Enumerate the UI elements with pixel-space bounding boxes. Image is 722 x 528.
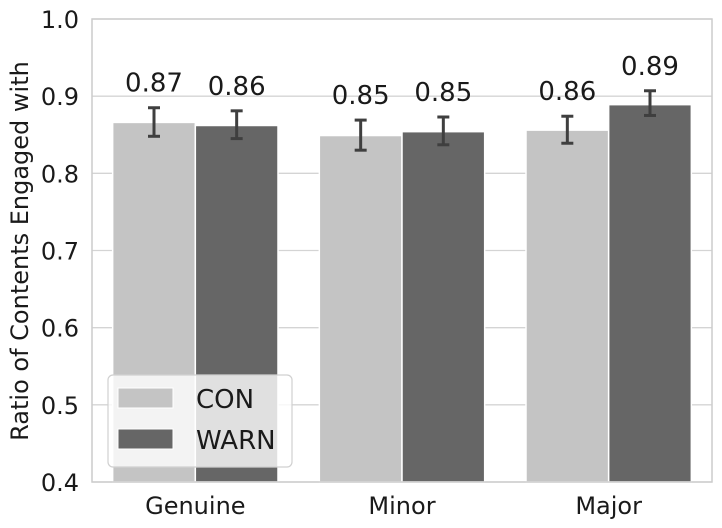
legend-label-con: CON (196, 385, 254, 415)
value-label-con-genuine: 0.87 (125, 69, 183, 99)
value-labels: 0.87 0.86 0.85 0.85 0.86 0.89 (125, 52, 679, 111)
bar-con-minor (318, 134, 403, 483)
bar-warn-minor (401, 130, 486, 483)
x-tick-label-genuine: Genuine (145, 492, 245, 520)
bar-warn-major (607, 103, 693, 483)
value-label-con-minor: 0.85 (332, 81, 390, 111)
value-label-con-major: 0.86 (538, 77, 596, 107)
plot-frame (91, 18, 713, 483)
error-bar-con-minor (354, 118, 367, 152)
error-bars (148, 89, 656, 152)
value-label-warn-major: 0.89 (621, 52, 679, 82)
y-tick-label: 0.6 (41, 315, 79, 343)
error-bar-warn-major (644, 89, 656, 117)
x-axis-ticks: Genuine Minor Major (145, 492, 642, 520)
y-tick-label: 0.9 (41, 83, 79, 111)
bars (111, 103, 693, 483)
error-bar-warn-genuine (230, 109, 243, 141)
legend-swatch-warn (117, 428, 174, 450)
y-tick-label: 0.5 (41, 392, 79, 420)
value-label-warn-minor: 0.85 (414, 78, 472, 108)
legend-label-warn: WARN (196, 426, 276, 456)
legend-swatch-con (117, 387, 174, 409)
bar-con-major (525, 129, 610, 483)
x-tick-label-minor: Minor (368, 492, 435, 520)
y-tick-label: 0.8 (41, 160, 79, 188)
error-bar-con-genuine (148, 106, 160, 138)
y-axis-ticks: 0.4 0.5 0.6 0.7 0.8 0.9 1.0 (41, 6, 79, 497)
y-tick-label: 0.4 (41, 469, 79, 497)
value-label-warn-genuine: 0.86 (208, 72, 266, 102)
y-tick-label: 1.0 (41, 6, 79, 34)
x-tick-label-major: Major (575, 492, 642, 520)
y-axis-label: Ratio of Contents Engaged with (6, 61, 34, 441)
y-tick-label: 0.7 (41, 238, 79, 266)
error-bar-con-major (561, 114, 574, 145)
legend: CON WARN (107, 374, 293, 468)
error-bar-warn-minor (437, 115, 450, 147)
